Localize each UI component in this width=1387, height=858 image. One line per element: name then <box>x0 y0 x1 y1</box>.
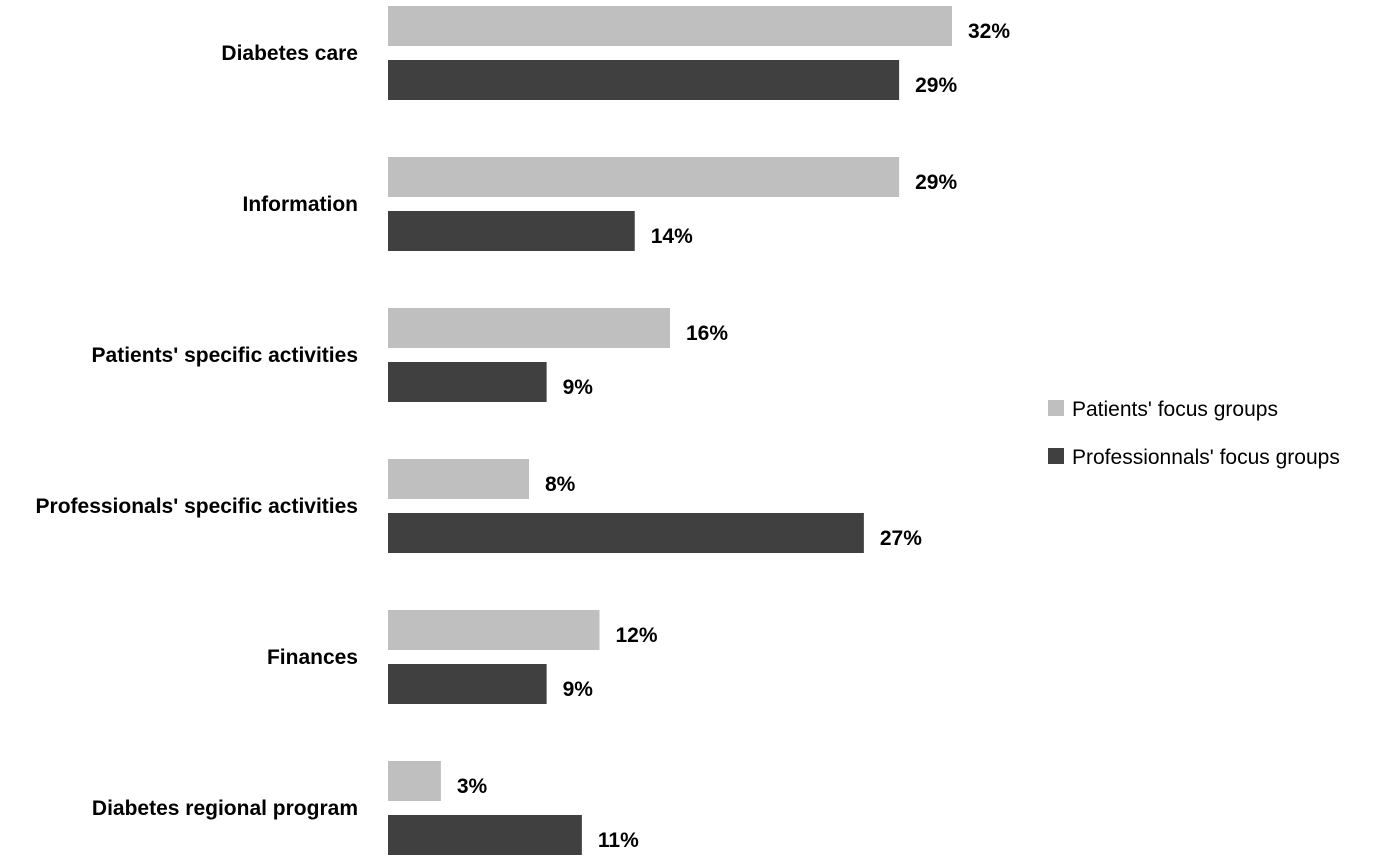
category-label: Diabetes care <box>221 42 358 65</box>
data-label: 11% <box>598 829 639 852</box>
bar-professionals <box>388 664 547 704</box>
data-label: 3% <box>457 775 488 798</box>
category-label: Diabetes regional program <box>92 797 358 820</box>
category-label: Finances <box>267 646 358 669</box>
bar-patients <box>388 459 529 499</box>
value-labels: 32% 29% 29% 14% 16% 9% 8% 27% 12% 9% 3% 11% <box>457 20 1010 852</box>
data-label: 14% <box>651 225 693 248</box>
data-label: 29% <box>915 171 957 194</box>
category-label: Professionals' specific activities <box>36 495 358 518</box>
bar-professionals <box>388 513 864 553</box>
bar-patients <box>388 6 952 46</box>
bar-patients <box>388 157 900 197</box>
data-label: 9% <box>563 678 594 701</box>
legend-label: Patients' focus groups <box>1072 398 1278 421</box>
bars <box>388 6 952 855</box>
bar-patients <box>388 308 670 348</box>
bar-professionals <box>388 60 900 100</box>
bar-professionals <box>388 362 547 402</box>
data-label: 9% <box>563 376 594 399</box>
bar-patients <box>388 761 441 801</box>
data-label: 32% <box>968 20 1010 43</box>
bar-professionals <box>388 211 635 251</box>
data-label: 29% <box>915 74 957 97</box>
data-label: 8% <box>545 473 576 496</box>
category-label: Information <box>243 193 359 216</box>
legend: Patients' focus groups Professionnals' fo… <box>1048 398 1340 469</box>
legend-label: Professionnals' focus groups <box>1072 446 1340 469</box>
bar-professionals <box>388 815 582 855</box>
category-labels: Diabetes care Information Patients' specif… <box>36 42 358 820</box>
legend-swatch <box>1048 448 1064 464</box>
data-label: 27% <box>880 527 922 550</box>
legend-swatch <box>1048 400 1064 416</box>
category-label: Patients' specific activities <box>92 344 358 367</box>
bar-patients <box>388 610 600 650</box>
data-label: 12% <box>616 624 658 647</box>
data-label: 16% <box>686 322 728 345</box>
